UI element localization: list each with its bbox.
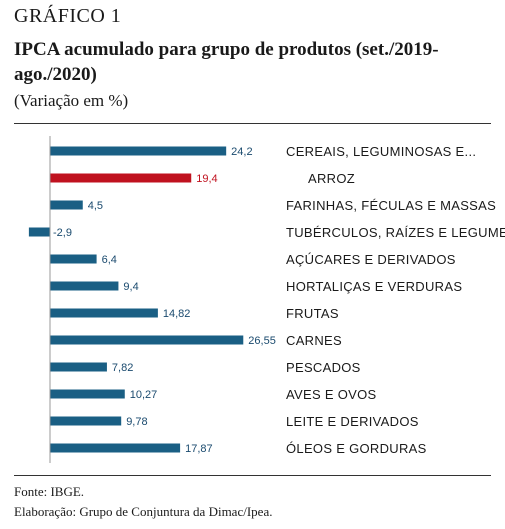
bar [28, 227, 50, 237]
value-label: 6,4 [102, 254, 117, 266]
value-label: 19,4 [196, 173, 217, 185]
category-label: CEREAIS, LEGUMINOSAS E... [286, 144, 476, 159]
source-note: Fonte: IBGE. [14, 484, 85, 499]
category-label: FRUTAS [286, 306, 339, 321]
value-label: 24,2 [231, 146, 252, 158]
bar [50, 308, 158, 318]
value-label: -2,9 [53, 227, 72, 239]
bar-chart: 24,2 19,4 4,5 -2,9 6,4 9,4 14,82 26,55 7,82 10,27… [28, 136, 505, 463]
category-label: HORTALIÇAS E VERDURAS [286, 279, 462, 294]
category-label: AVES E OVOS [286, 387, 377, 402]
value-label: 4,5 [88, 200, 103, 212]
category-label: TUBÉRCULOS, RAÍZES E LEGUMES [286, 225, 505, 240]
category-label: ARROZ [308, 171, 355, 186]
value-label: 7,82 [112, 362, 133, 374]
chart-title: IPCA acumulado para grupo de produtos (s… [14, 39, 439, 85]
bar [50, 335, 244, 345]
chart-subtitle: (Variação em %) [14, 91, 129, 110]
category-label: ÓLEOS E GORDURAS [286, 441, 427, 456]
value-labels-group: 24,2 19,4 4,5 -2,9 6,4 9,4 14,82 26,55 7,82 10,27… [53, 146, 276, 455]
bar [50, 416, 122, 426]
category-label: AÇÚCARES E DERIVADOS [286, 252, 456, 267]
value-label: 26,55 [248, 335, 276, 347]
bars-group [28, 146, 244, 453]
category-label: CARNES [286, 333, 342, 348]
bar [50, 362, 107, 372]
value-label: 10,27 [130, 389, 158, 401]
top-rule [14, 123, 491, 124]
bar [50, 389, 125, 399]
category-label: FARINHAS, FÉCULAS E MASSAS [286, 198, 496, 213]
bar [50, 173, 192, 183]
bar [50, 200, 83, 210]
category-labels-group: CEREAIS, LEGUMINOSAS E... ARROZ FARINHAS, … [286, 144, 505, 456]
chart-label: GRÁFICO 1 [14, 5, 122, 27]
bar [50, 254, 97, 264]
bar [50, 443, 181, 453]
bottom-rule [14, 475, 491, 476]
value-label: 14,82 [163, 308, 191, 320]
bar [50, 146, 227, 156]
credit-note: Elaboração: Grupo de Conjuntura da Dimac… [14, 504, 273, 519]
bar [50, 281, 119, 291]
value-label: 9,78 [126, 416, 147, 428]
category-label: PESCADOS [286, 360, 361, 375]
value-label: 9,4 [123, 281, 138, 293]
value-label: 17,87 [185, 443, 213, 455]
category-label: LEITE E DERIVADOS [286, 414, 419, 429]
